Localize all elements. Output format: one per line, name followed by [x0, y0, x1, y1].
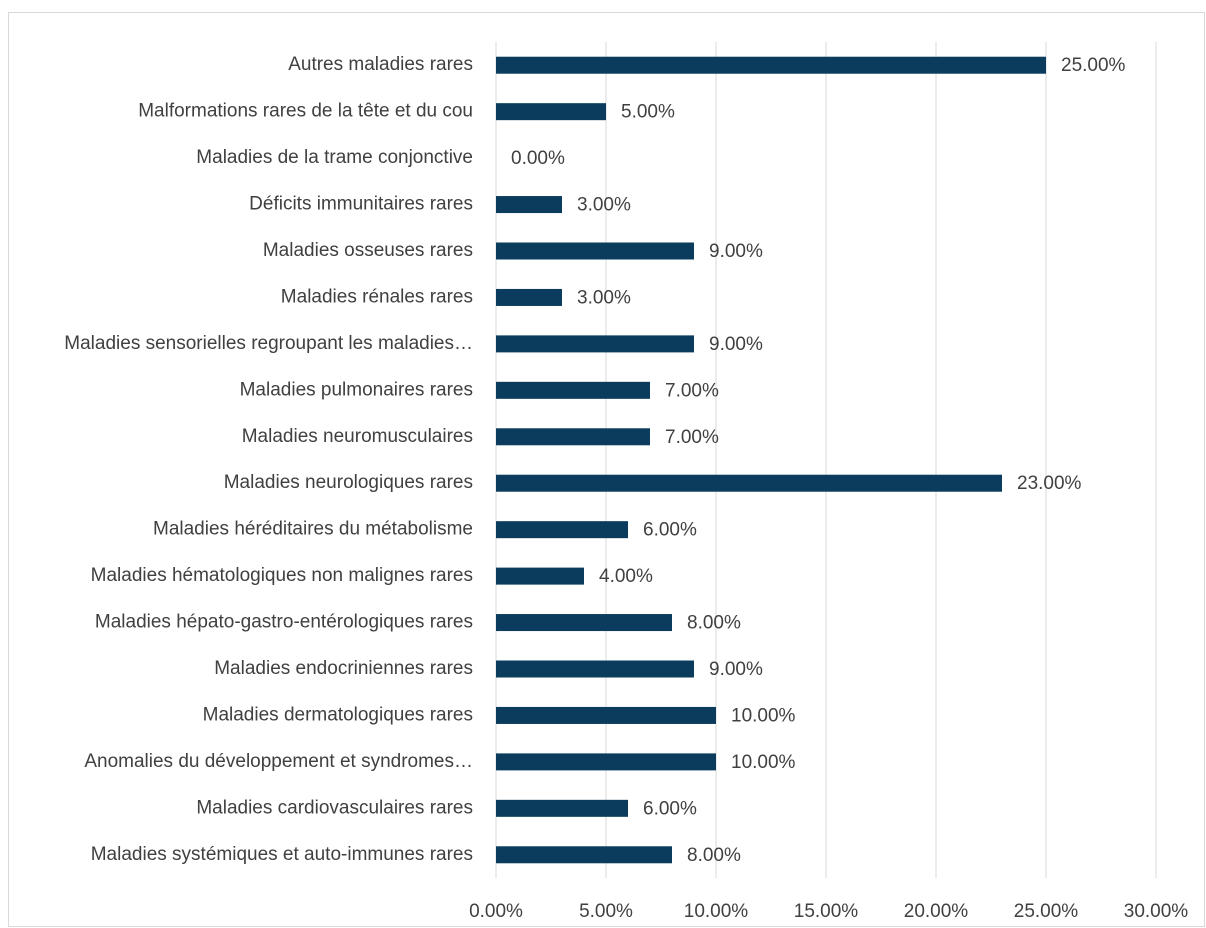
bar [496, 196, 562, 214]
y-tick-label: Maladies neurologiques rares [224, 472, 473, 493]
bar [496, 846, 672, 864]
data-label: 3.00% [577, 195, 631, 216]
x-tick-label: 10.00% [684, 901, 749, 922]
y-tick-label: Autres maladies rares [288, 54, 473, 75]
data-label: 3.00% [577, 287, 631, 308]
data-label: 9.00% [709, 241, 763, 262]
x-tick-label: 5.00% [579, 901, 633, 922]
y-tick-label: Maladies hématologiques non malignes rar… [91, 565, 473, 586]
bar [496, 242, 694, 260]
data-label: 5.00% [621, 102, 675, 123]
y-tick-label: Maladies de la trame conjonctive [196, 147, 473, 168]
data-label: 8.00% [687, 613, 741, 634]
y-tick-label: Maladies neuromusculaires [242, 426, 473, 447]
bar [496, 428, 650, 446]
data-label: 9.00% [709, 334, 763, 355]
x-tick-label: 30.00% [1124, 901, 1189, 922]
y-tick-label: Maladies sensorielles regroupant les mal… [64, 333, 473, 354]
bar [496, 288, 562, 306]
data-label: 6.00% [643, 798, 697, 819]
bar [496, 753, 716, 771]
bar [496, 614, 672, 632]
x-tick-label: 0.00% [469, 901, 523, 922]
bar [496, 706, 716, 724]
y-tick-label: Malformations rares de la tête et du cou [138, 101, 473, 122]
y-tick-label: Maladies systémiques et auto-immunes rar… [91, 844, 473, 865]
x-tick-label: 20.00% [904, 901, 969, 922]
data-label: 10.00% [731, 705, 796, 726]
data-label: 0.00% [511, 148, 565, 169]
data-label: 10.00% [731, 752, 796, 773]
data-label: 4.00% [599, 566, 653, 587]
bar [496, 335, 694, 353]
y-tick-label: Anomalies du développement et syndromes… [84, 751, 473, 772]
x-tick-label: 15.00% [794, 901, 859, 922]
data-label: 6.00% [643, 520, 697, 541]
bar [496, 567, 584, 585]
y-tick-label: Maladies pulmonaires rares [240, 379, 473, 400]
data-label: 25.00% [1061, 55, 1126, 76]
bar [496, 660, 694, 678]
data-label: 7.00% [665, 380, 719, 401]
y-tick-label: Maladies héréditaires du métabolisme [153, 519, 473, 540]
data-label: 7.00% [665, 427, 719, 448]
y-tick-label: Maladies hépato-gastro-entérologiques ra… [95, 612, 473, 633]
y-tick-label: Maladies dermatologiques rares [203, 704, 473, 725]
bar [496, 103, 606, 121]
bar [496, 799, 628, 817]
y-tick-label: Maladies osseuses rares [263, 240, 473, 261]
x-tick-label: 25.00% [1014, 901, 1079, 922]
y-tick-label: Maladies cardiovasculaires rares [196, 797, 473, 818]
bar [496, 521, 628, 539]
bar [496, 56, 1046, 74]
data-label: 23.00% [1017, 473, 1082, 494]
y-tick-label: Maladies rénales rares [281, 286, 473, 307]
data-label: 9.00% [709, 659, 763, 680]
y-tick-label: Déficits immunitaires rares [249, 194, 473, 215]
data-label: 8.00% [687, 845, 741, 866]
bar [496, 381, 650, 399]
bar [496, 474, 1002, 492]
y-tick-label: Maladies endocriniennes rares [214, 658, 473, 679]
